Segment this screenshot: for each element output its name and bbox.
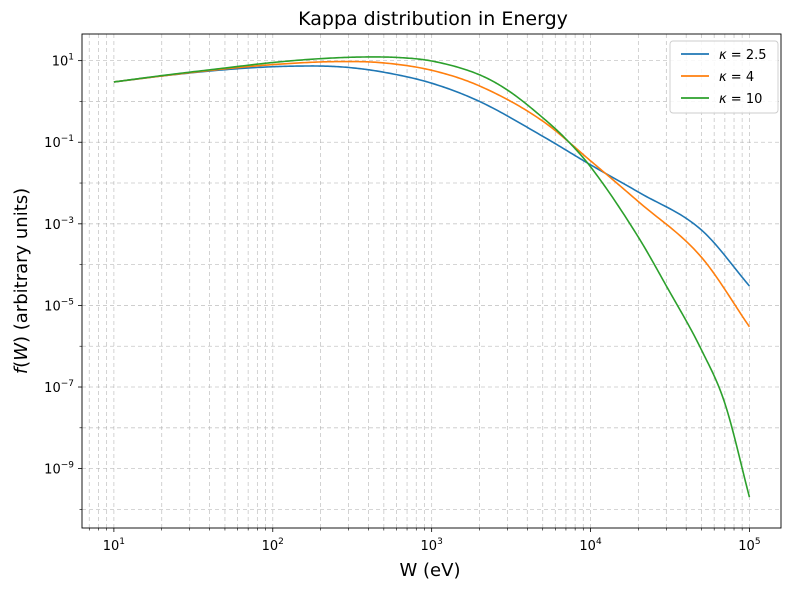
y-axis-label-var: W [11, 342, 32, 361]
series-group [113, 56, 751, 498]
series-line-kappa-10 [113, 56, 751, 498]
legend: κ = 2.5 κ = 4 κ = 10 [669, 40, 779, 114]
y-tick-label: 10−9 [44, 461, 74, 478]
x-tick-label: 104 [579, 537, 602, 554]
y-tick-label: 10−7 [44, 379, 74, 396]
y-axis-label: f(W) (arbitrary units) [11, 188, 32, 374]
x-tick-label: 101 [103, 537, 125, 554]
y-tick-label: 10−5 [44, 297, 74, 314]
x-tick-label: 103 [421, 537, 443, 554]
x-axis-label: W (eV) [400, 560, 461, 581]
y-axis-label-func: f [11, 365, 32, 374]
chart-title: Kappa distribution in Energy [298, 8, 568, 30]
legend-label-kappa-2.5: κ = 2.5 [719, 48, 767, 63]
x-tick-label: 102 [262, 537, 284, 554]
legend-frame [669, 40, 779, 114]
y-tick-label: 101 [52, 53, 74, 70]
series-line-kappa-4 [113, 60, 751, 328]
plot-frame [81, 33, 782, 529]
series-line-kappa-2.5 [113, 65, 751, 287]
x-tick-label: 105 [738, 537, 760, 554]
y-tick-label: 10−1 [44, 134, 74, 151]
grid [82, 34, 781, 528]
axis-ticks: 101 102 103 104 105 101 10−1 10−3 10−5 10−7 10−9 [44, 53, 760, 554]
legend-label-kappa-10: κ = 10 [719, 92, 762, 107]
y-tick-label: 10−3 [44, 216, 74, 233]
legend-label-kappa-4: κ = 4 [719, 70, 754, 85]
